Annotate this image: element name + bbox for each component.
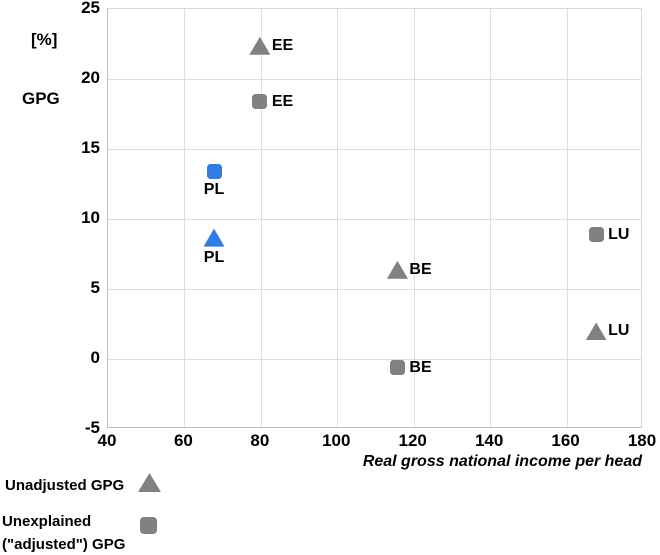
plot-area xyxy=(107,8,642,428)
x-tick-label: 160 xyxy=(551,431,580,450)
pl-point-label: PL xyxy=(203,181,225,199)
x-tick-label: 180 xyxy=(627,431,657,450)
lu-square-marker xyxy=(588,227,604,243)
y-tick-label: 5 xyxy=(90,278,100,297)
y-tick-label: -5 xyxy=(84,418,100,437)
pl-square-marker xyxy=(206,164,222,180)
be-point-label: BE xyxy=(409,358,432,376)
x-gridline xyxy=(490,9,492,427)
ee-point-label: EE xyxy=(271,92,294,110)
be-point-label: BE xyxy=(409,260,432,278)
y-gridline xyxy=(108,289,641,290)
x-axis-title: Real gross national income per head xyxy=(362,453,642,470)
legend-label-line2: ("adjusted") GPG xyxy=(2,536,126,553)
x-tick-label: 60 xyxy=(173,431,193,450)
y-axis-unit-label: [%] xyxy=(31,30,58,49)
ee-point-label: EE xyxy=(271,36,294,54)
legend-label-line1: Unexplained xyxy=(2,513,92,530)
y-tick-label: 0 xyxy=(90,348,100,367)
x-tick-label: 100 xyxy=(322,431,351,450)
x-gridline xyxy=(413,9,415,427)
y-gridline xyxy=(108,219,641,220)
y-tick-label: 15 xyxy=(81,138,100,157)
y-gridline xyxy=(108,359,641,360)
legend-triangle-icon xyxy=(138,473,161,492)
x-gridline xyxy=(337,9,339,427)
legend-square-icon xyxy=(140,517,157,534)
be-square-marker xyxy=(389,360,405,376)
lu-point-label: LU xyxy=(608,322,630,340)
x-gridline xyxy=(184,9,186,427)
legend: Unadjusted GPG Unexplained ("adjusted") … xyxy=(0,468,260,555)
x-tick-label: 140 xyxy=(474,431,504,450)
x-tick-label: 80 xyxy=(250,431,270,450)
ee-square-marker xyxy=(252,94,268,110)
y-gridline xyxy=(108,79,641,80)
x-tick-label: 120 xyxy=(398,431,427,450)
y-gridline xyxy=(108,149,641,150)
legend-label-unadjusted-gpg: Unadjusted GPG xyxy=(5,477,125,494)
y-axis-name-label: GPG xyxy=(22,89,60,108)
legend-label-unexplained-adjusted-gpg: Unexplained ("adjusted") GPG xyxy=(2,510,125,555)
pl-point-label: PL xyxy=(203,248,225,266)
y-tick-label: 20 xyxy=(81,68,100,87)
y-tick-label: 10 xyxy=(81,208,100,227)
x-gridline xyxy=(260,9,262,427)
y-tick-label: 25 xyxy=(81,0,100,17)
x-gridline xyxy=(566,9,568,427)
x-tick-label: 40 xyxy=(97,431,117,450)
lu-point-label: LU xyxy=(608,225,630,243)
